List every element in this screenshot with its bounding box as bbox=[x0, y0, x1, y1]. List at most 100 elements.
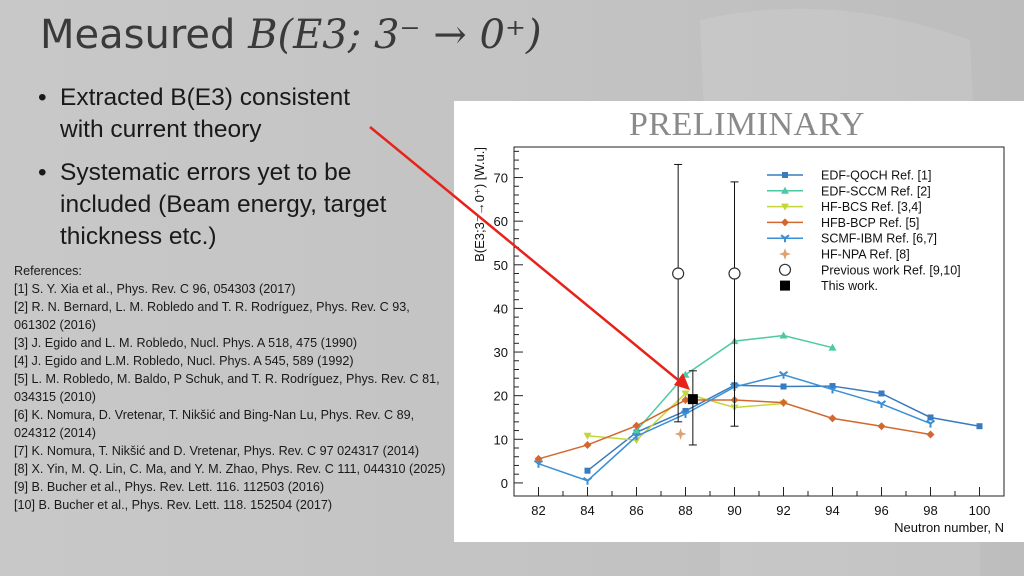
x-tick-label: 98 bbox=[923, 503, 937, 518]
data-point bbox=[672, 267, 685, 280]
x-tick-label: 86 bbox=[629, 503, 643, 518]
data-point bbox=[681, 390, 690, 398]
legend-marker bbox=[781, 186, 789, 194]
x-tick-label: 84 bbox=[580, 503, 594, 518]
bE3-chart: 82 84 86 88 90 92 94 96 98 100 0 10 20 30 40 50 60 70 Neut… bbox=[472, 146, 1005, 535]
legend-marker bbox=[780, 234, 790, 243]
x-tick-label: 96 bbox=[874, 503, 888, 518]
data-point bbox=[927, 414, 934, 421]
data-point bbox=[878, 390, 885, 397]
reference-item: [2] R. N. Bernard, L. M. Robledo and T. … bbox=[14, 300, 410, 332]
x-tick-label: 88 bbox=[678, 503, 692, 518]
data-point bbox=[780, 383, 787, 390]
series-5 bbox=[674, 428, 687, 441]
data-point bbox=[779, 398, 788, 407]
y-tick-label: 30 bbox=[494, 345, 508, 360]
x-tick-label: 92 bbox=[776, 503, 790, 518]
series-6 bbox=[672, 163, 741, 427]
data-point bbox=[682, 407, 689, 414]
legend-marker bbox=[781, 203, 789, 211]
data-point bbox=[828, 343, 837, 351]
legend-label: HF-BCS Ref. [3,4] bbox=[821, 200, 922, 214]
data-point bbox=[680, 410, 691, 418]
references-heading: References: bbox=[14, 264, 82, 278]
reference-item: [6] K. Nomura, D. Vretenar, T. Nikšić an… bbox=[14, 408, 415, 440]
bullet-text: Systematic errors yet to be included (Be… bbox=[60, 159, 387, 250]
preliminary-watermark: PRELIMINARY bbox=[629, 106, 865, 143]
slide-title: Measured B(E3; 3⁻ → 0⁺) bbox=[40, 12, 542, 58]
reference-item: [5] L. M. Robledo, M. Baldo, P Schuk, an… bbox=[14, 372, 440, 404]
chart-panel: PRELIMINARY 82 84 86 88 90 92 94 96 98 100 0 10 20 30… bbox=[454, 101, 1024, 542]
y-axis-label: B(E3;3⁻→0⁺) [W.u.] bbox=[472, 147, 487, 262]
x-tick-label: 100 bbox=[969, 503, 991, 518]
data-point bbox=[681, 396, 690, 405]
data-point bbox=[632, 426, 641, 434]
legend-marker bbox=[779, 248, 791, 260]
annotation-arrow-head bbox=[674, 373, 690, 390]
legend-marker bbox=[780, 280, 790, 291]
data-point bbox=[584, 467, 591, 474]
data-point bbox=[779, 331, 788, 339]
legend-label: EDF-SCCM Ref. [2] bbox=[821, 184, 931, 198]
data-point bbox=[583, 440, 592, 449]
reference-item: [8] X. Yin, M. Q. Lin, C. Ma, and Y. M. … bbox=[14, 462, 446, 476]
data-point bbox=[687, 394, 698, 405]
bullet-icon: • bbox=[38, 84, 47, 111]
bullet-text: Extracted B(E3) consistent with current … bbox=[60, 84, 351, 143]
reference-item: [3] J. Egido and L. M. Robledo, Nucl. Ph… bbox=[14, 336, 358, 350]
data-point bbox=[925, 419, 936, 428]
data-point bbox=[876, 400, 887, 408]
bullet-item: • Systematic errors yet to be included (B… bbox=[38, 157, 398, 253]
legend-label: HF-NPA Ref. [8] bbox=[821, 248, 910, 262]
legend-label: HFB-BCP Ref. [5] bbox=[821, 216, 919, 230]
data-point bbox=[533, 459, 544, 468]
references-block: References: [1] S. Y. Xia et al., Phys. … bbox=[14, 262, 454, 514]
y-tick-label: 70 bbox=[494, 171, 508, 186]
y-tick-label: 20 bbox=[494, 389, 508, 404]
annotation-arrow-line bbox=[369, 126, 684, 385]
data-point bbox=[926, 430, 935, 439]
slide-title-formula: B(E3; 3⁻ → 0⁺) bbox=[248, 12, 542, 58]
data-point bbox=[877, 422, 886, 431]
data-point bbox=[534, 454, 543, 463]
data-point bbox=[632, 421, 641, 430]
bullet-item: • Extracted B(E3) consistent with current… bbox=[38, 82, 398, 146]
reference-item: [1] S. Y. Xia et al., Phys. Rev. C 96, 0… bbox=[14, 282, 296, 296]
legend-label: EDF-QOCH Ref. [1] bbox=[821, 169, 931, 183]
data-point bbox=[674, 428, 687, 441]
y-tick-label: 60 bbox=[494, 214, 508, 229]
y-tick-label: 50 bbox=[494, 258, 508, 273]
legend-marker bbox=[778, 263, 792, 276]
reference-item: [9] B. Bucher et al., Phys. Rev. Lett. 1… bbox=[14, 480, 325, 494]
data-point bbox=[829, 383, 836, 390]
reference-item: [7] K. Nomura, T. Nikšić and D. Vretenar… bbox=[14, 444, 420, 458]
legend-label: SCMF-IBM Ref. [6,7] bbox=[821, 232, 937, 246]
y-tick-label: 40 bbox=[494, 301, 508, 316]
x-tick-label: 90 bbox=[727, 503, 741, 518]
series-7 bbox=[687, 370, 698, 446]
legend-marker bbox=[781, 218, 789, 227]
bullet-list: • Extracted B(E3) consistent with current… bbox=[38, 82, 398, 264]
x-tick-label: 94 bbox=[825, 503, 839, 518]
legend-label: This work. bbox=[821, 279, 878, 293]
data-point bbox=[583, 432, 592, 440]
data-point bbox=[778, 370, 789, 379]
legend-marker bbox=[782, 172, 788, 178]
x-tick-label: 82 bbox=[531, 503, 545, 518]
data-point bbox=[827, 385, 838, 394]
reference-item: [10] B. Bucher et al., Phys. Rev. Lett. … bbox=[14, 498, 333, 512]
legend: EDF-QOCH Ref. [1]EDF-SCCM Ref. [2] HF-BCS… bbox=[767, 169, 961, 293]
data-point bbox=[728, 267, 741, 280]
legend-label: Previous work Ref. [9,10] bbox=[821, 263, 961, 277]
y-tick-label: 0 bbox=[501, 476, 508, 491]
x-axis-label: Neutron number, N bbox=[894, 520, 1004, 535]
slide-title-prefix: Measured bbox=[40, 12, 249, 58]
data-point bbox=[976, 423, 983, 430]
data-point bbox=[631, 432, 642, 441]
bullet-icon: • bbox=[38, 159, 47, 186]
data-point bbox=[828, 414, 837, 423]
reference-item: [4] J. Egido and L.M. Robledo, Nucl. Phy… bbox=[14, 354, 354, 368]
data-point bbox=[582, 476, 593, 485]
y-tick-label: 10 bbox=[494, 432, 508, 447]
